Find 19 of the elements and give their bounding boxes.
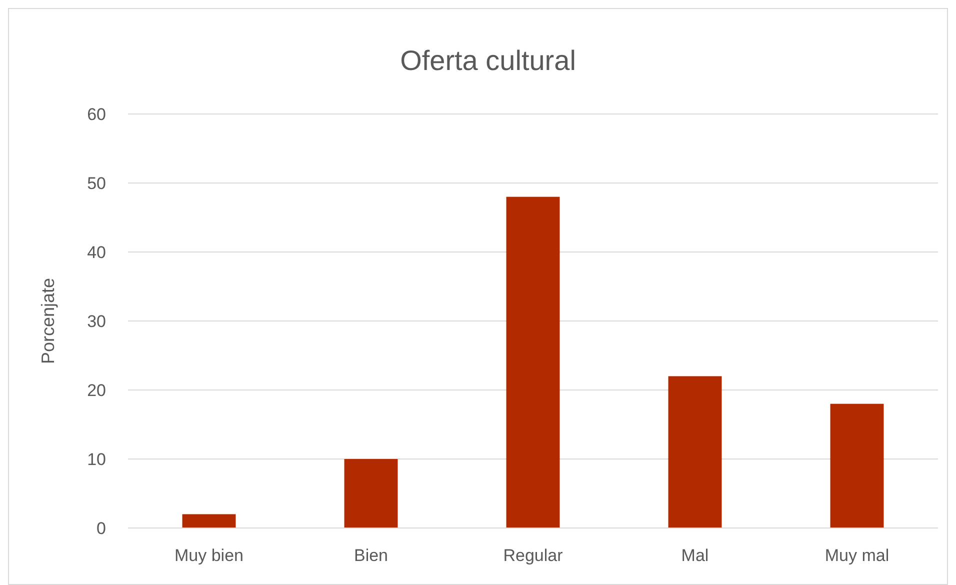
x-tick-label: Regular — [503, 546, 564, 565]
bar — [182, 514, 236, 528]
y-axis-title: Porcenjate — [38, 278, 58, 364]
x-tick-label: Bien — [354, 546, 388, 565]
x-tick-label: Muy mal — [824, 546, 890, 565]
y-tick-label: 10 — [87, 450, 106, 469]
chart-title: Oferta cultural — [400, 45, 576, 76]
y-tick-label: 20 — [87, 380, 106, 400]
bar — [830, 404, 884, 528]
y-tick-label: 60 — [87, 104, 106, 124]
y-tick-label: 40 — [87, 242, 106, 262]
y-tick-label: 50 — [87, 174, 106, 193]
y-tick-label: 0 — [96, 518, 106, 538]
x-tick-label: Mal — [681, 546, 709, 565]
x-tick-label: Muy bien — [174, 546, 244, 565]
bar — [344, 459, 398, 528]
y-tick-label: 30 — [87, 312, 106, 331]
bar — [506, 196, 560, 528]
bar — [668, 376, 722, 528]
